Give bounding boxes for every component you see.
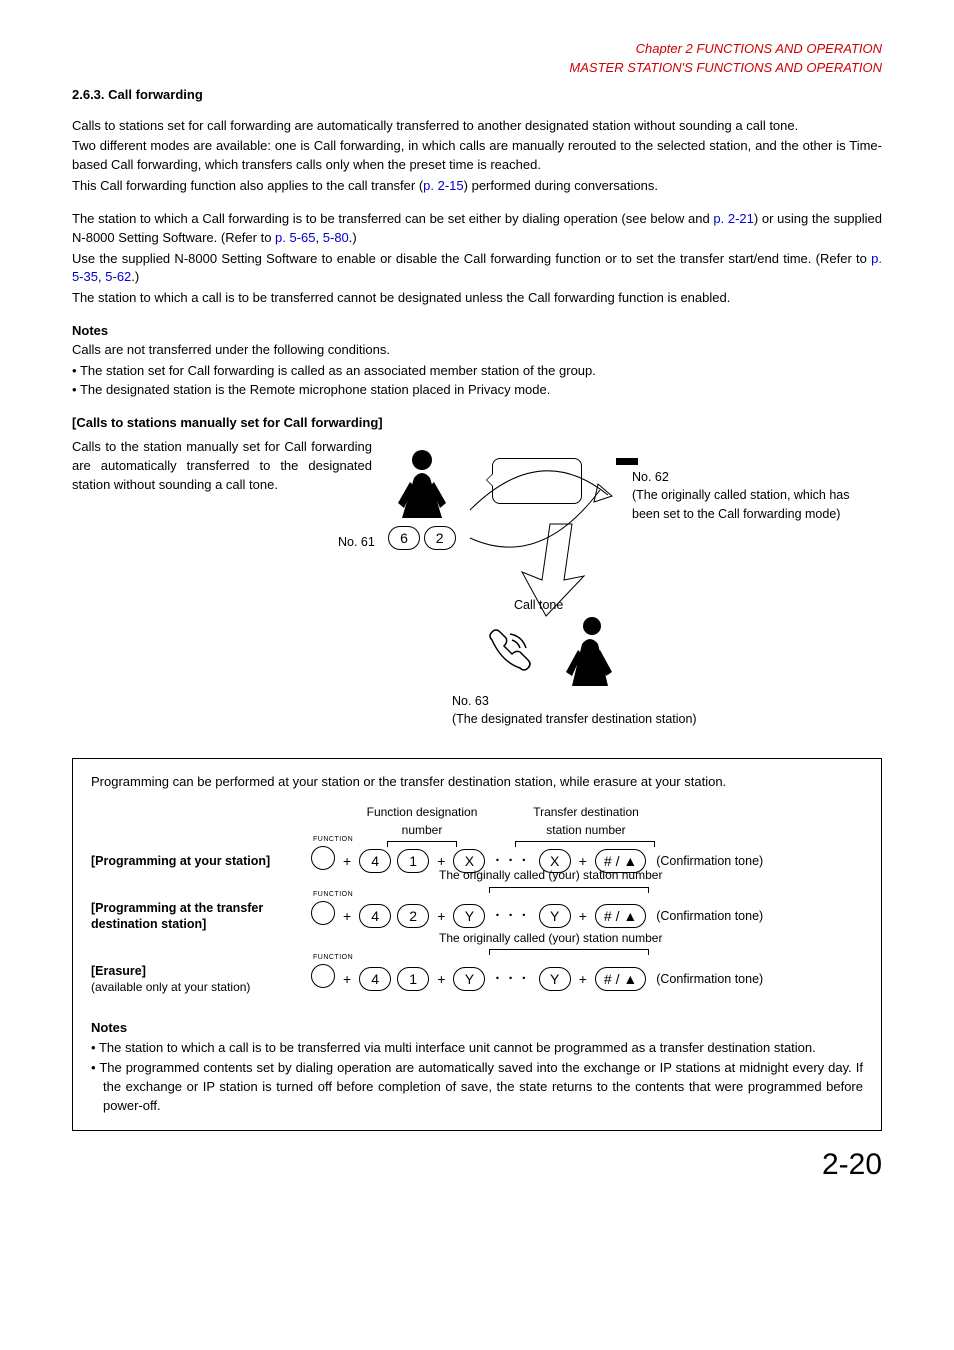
- chapter-line: Chapter 2 FUNCTIONS AND OPERATION: [636, 41, 882, 56]
- link-p2-15[interactable]: p. 2-15: [423, 178, 463, 193]
- chapter-subline: MASTER STATION'S FUNCTIONS AND OPERATION: [72, 59, 882, 78]
- key-y: Y: [539, 904, 571, 928]
- confirmation-tone: (Confirmation tone): [656, 907, 763, 925]
- key-2: 2: [397, 904, 429, 928]
- programming-row-transfer-dest: [Programming at the transfer destination…: [91, 900, 863, 933]
- page-number: 2-20: [72, 1143, 882, 1187]
- chapter-header: Chapter 2 FUNCTIONS AND OPERATION MASTER…: [72, 40, 882, 78]
- key-4: 4: [359, 904, 391, 928]
- note-item: The station set for Call forwarding is c…: [72, 362, 882, 381]
- key-hash: # / ▲: [595, 904, 646, 928]
- link-p2-21[interactable]: p. 2-21: [713, 211, 754, 226]
- link-p5-80[interactable]: 5-80: [323, 230, 349, 245]
- ellipsis: · · ·: [491, 905, 532, 927]
- person-icon: [542, 616, 612, 686]
- sub-heading: [Calls to stations manually set for Call…: [72, 414, 882, 433]
- box-note-item: The programmed contents set by dialing o…: [91, 1059, 863, 1116]
- station-63-label: No. 63 (The designated transfer destinat…: [452, 692, 697, 728]
- row-label: [Programming at your station]: [91, 853, 311, 869]
- function-key: [311, 964, 335, 988]
- paragraph-6: The station to which a call is to be tra…: [72, 289, 882, 308]
- programming-intro: Programming can be performed at your sta…: [91, 773, 863, 792]
- key-1: 1: [397, 849, 429, 873]
- link-p5-62[interactable]: 5-62: [105, 269, 131, 284]
- key-6: 6: [388, 526, 420, 550]
- box-notes-label: Notes: [91, 1019, 863, 1038]
- paragraph-4: The station to which a Call forwarding i…: [72, 210, 882, 248]
- function-label: FUNCTION: [313, 890, 353, 900]
- key-y: Y: [453, 967, 485, 991]
- key-1: 1: [397, 967, 429, 991]
- dialed-keys: 6 2: [388, 526, 456, 550]
- function-label: FUNCTION: [313, 953, 353, 963]
- paragraph-5: Use the supplied N-8000 Setting Software…: [72, 250, 882, 288]
- row-label: [Erasure] (available only at your statio…: [91, 963, 311, 996]
- box-notes-list: The station to which a call is to be tra…: [91, 1039, 863, 1115]
- section-heading: 2.6.3. Call forwarding: [72, 86, 882, 105]
- person-icon: [392, 448, 452, 518]
- paragraph-3: This Call forwarding function also appli…: [72, 177, 882, 196]
- call-tone-label: Call tone: [514, 596, 563, 614]
- row-label: [Programming at the transfer destination…: [91, 900, 311, 933]
- link-p5-65[interactable]: p. 5-65: [275, 230, 315, 245]
- function-key: [311, 846, 335, 870]
- ellipsis: · · ·: [491, 968, 532, 990]
- call-forwarding-diagram: Calls to the station manually set for Ca…: [72, 438, 882, 748]
- paragraph-2: Two different modes are available: one i…: [72, 137, 882, 175]
- note-item: The designated station is the Remote mic…: [72, 381, 882, 400]
- notes-list: The station set for Call forwarding is c…: [72, 362, 882, 400]
- key-4: 4: [359, 849, 391, 873]
- notes-intro: Calls are not transferred under the foll…: [72, 341, 882, 360]
- function-label: FUNCTION: [313, 835, 353, 845]
- notes-label: Notes: [72, 322, 882, 341]
- key-2: 2: [424, 526, 456, 550]
- station-61-label: No. 61: [338, 533, 375, 551]
- programming-box: Programming can be performed at your sta…: [72, 758, 882, 1130]
- key-hash: # / ▲: [595, 967, 646, 991]
- key-y: Y: [453, 904, 485, 928]
- phone-icon: [484, 628, 534, 684]
- paragraph-1: Calls to stations set for call forwardin…: [72, 117, 882, 136]
- bracket-labels: Function designationnumber Transfer dest…: [321, 804, 863, 846]
- function-key: [311, 901, 335, 925]
- bracket-func-designation: Function designationnumber: [357, 804, 487, 839]
- key-y: Y: [539, 967, 571, 991]
- station-62-label: No. 62 (The originally called station, w…: [632, 468, 852, 522]
- section-number: 2.6.3.: [72, 87, 105, 102]
- confirmation-tone: (Confirmation tone): [656, 852, 763, 870]
- over-bracket-label: The originally called (your) station num…: [439, 930, 649, 947]
- erasure-row: [Erasure] (available only at your statio…: [91, 963, 863, 996]
- key-4: 4: [359, 967, 391, 991]
- box-note-item: The station to which a call is to be tra…: [91, 1039, 863, 1058]
- confirmation-tone: (Confirmation tone): [656, 970, 763, 988]
- section-title: Call forwarding: [108, 87, 203, 102]
- bracket-transfer-dest: Transfer destinationstation number: [511, 804, 661, 839]
- over-bracket-label: The originally called (your) station num…: [439, 867, 649, 884]
- diagram-text: Calls to the station manually set for Ca…: [72, 438, 372, 495]
